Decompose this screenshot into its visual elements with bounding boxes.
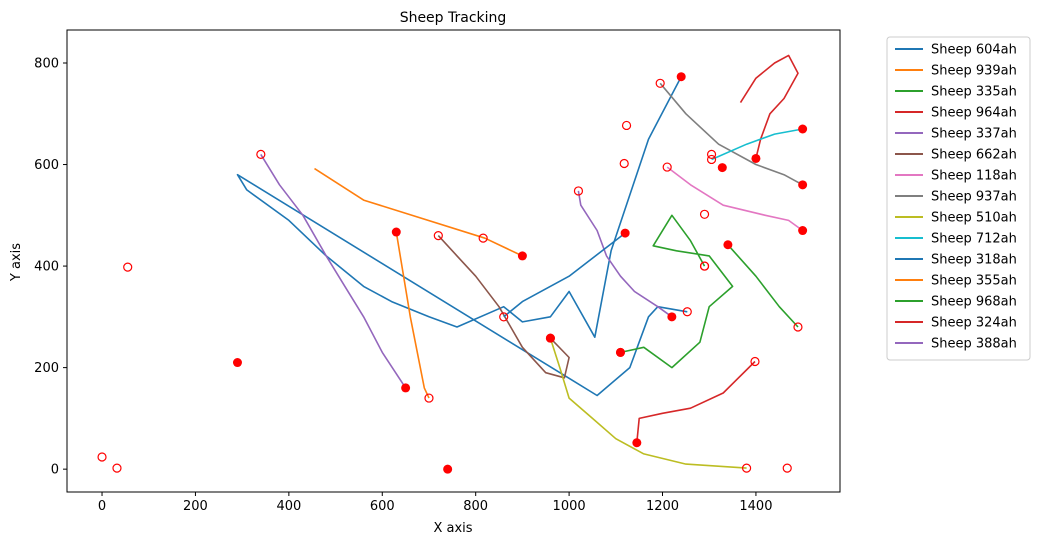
current-marker-9 <box>798 124 808 134</box>
chart-title: Sheep Tracking <box>400 10 507 26</box>
start-marker-4 <box>573 186 584 196</box>
start-marker-13 <box>750 356 760 367</box>
series-line-5 <box>437 235 570 379</box>
current-marker-11 <box>391 227 401 237</box>
x-tick-label: 600 <box>370 499 395 514</box>
series-line-11 <box>395 231 430 399</box>
series-line-13 <box>636 360 756 443</box>
x-tick-label: 1400 <box>739 499 772 514</box>
series-lines <box>236 54 804 469</box>
current-marker-8 <box>545 333 555 343</box>
start-marker-16 <box>97 452 107 462</box>
start-marker-8 <box>741 463 752 473</box>
series-line-0 <box>236 76 688 397</box>
legend-label-1: Sheep 939ah <box>931 64 1017 79</box>
start-marker-12 <box>793 322 803 332</box>
legend-label-14: Sheep 388ah <box>931 337 1017 352</box>
current-marker-16 <box>443 464 453 474</box>
x-axis-label: X axis <box>433 521 472 536</box>
y-tick-label: 600 <box>34 158 59 173</box>
y-tick-label: 800 <box>34 57 59 72</box>
series-line-4 <box>577 190 673 318</box>
current-marker-15 <box>232 358 242 368</box>
start-marker-20 <box>699 209 710 219</box>
legend-label-3: Sheep 964ah <box>931 106 1017 121</box>
x-tick-label: 400 <box>276 499 301 514</box>
current-marker-6 <box>798 226 808 236</box>
x-tick-label: 800 <box>463 499 488 514</box>
series-line-1 <box>314 167 523 257</box>
legend-label-0: Sheep 604ah <box>931 43 1017 58</box>
y-axis-ticks: 0 200 400 600 800 <box>34 57 67 478</box>
y-axis-label: Y axis <box>9 243 24 282</box>
current-marker-1 <box>517 251 527 261</box>
start-marker-3 <box>706 149 717 159</box>
legend-label-12: Sheep 968ah <box>931 295 1017 310</box>
start-marker-5 <box>433 231 443 241</box>
y-tick-label: 0 <box>51 463 59 478</box>
series-line-12 <box>727 244 799 328</box>
start-marker-7 <box>655 78 665 88</box>
y-tick-label: 400 <box>34 260 59 275</box>
x-axis-ticks: 0 200 400 600 800 1000 1200 1400 <box>98 492 772 514</box>
series-line-10 <box>503 232 626 318</box>
series-line-6 <box>666 166 804 232</box>
series-line-14 <box>260 153 407 389</box>
start-marker-0 <box>682 307 692 317</box>
series-line-8 <box>549 337 747 469</box>
start-marker-22 <box>699 261 710 271</box>
current-marker-3 <box>751 153 761 163</box>
x-tick-label: 200 <box>183 499 208 514</box>
legend-label-11: Sheep 355ah <box>931 274 1017 289</box>
current-marker-0 <box>676 72 686 82</box>
current-marker-17 <box>717 163 727 173</box>
start-marker-9 <box>706 154 717 165</box>
current-marker-4 <box>667 312 677 322</box>
start-marker-19 <box>619 158 629 169</box>
current-marker-14 <box>401 383 411 393</box>
legend-label-10: Sheep 318ah <box>931 253 1017 268</box>
start-marker-21 <box>782 463 792 473</box>
start-marker-18 <box>621 120 632 131</box>
start-marker-1 <box>478 233 488 243</box>
legend-label-8: Sheep 510ah <box>931 211 1017 226</box>
current-marker-10 <box>620 228 630 238</box>
legend-label-7: Sheep 937ah <box>931 190 1017 205</box>
legend-label-5: Sheep 662ah <box>931 148 1017 163</box>
plot-frame <box>66 29 841 493</box>
series-line-7 <box>659 82 803 186</box>
series-line-9 <box>711 128 803 161</box>
start-marker-15 <box>123 262 133 272</box>
x-tick-label: 1200 <box>646 499 679 514</box>
y-tick-label: 200 <box>34 361 59 376</box>
current-marker-18 <box>615 347 625 357</box>
legend-label-13: Sheep 324ah <box>931 316 1017 331</box>
series-line-2 <box>620 214 734 369</box>
current-marker-13 <box>632 438 642 448</box>
start-marker-6 <box>662 162 672 172</box>
plot-area <box>66 29 841 493</box>
x-tick-label: 1000 <box>553 499 586 514</box>
current-marker-12 <box>723 240 733 250</box>
start-marker-17 <box>112 463 122 473</box>
legend: Sheep 604ah Sheep 939ah Sheep 335ah Sheep 9… <box>886 36 1031 361</box>
legend-label-6: Sheep 118ah <box>931 169 1017 184</box>
start-marker-11 <box>424 393 434 403</box>
legend-label-4: Sheep 337ah <box>931 127 1017 142</box>
legend-label-9: Sheep 712ah <box>931 232 1017 247</box>
start-marker-14 <box>256 149 266 159</box>
x-tick-label: 0 <box>98 499 106 514</box>
legend-label-2: Sheep 335ah <box>931 85 1017 100</box>
position-markers <box>97 72 808 474</box>
current-marker-7 <box>798 180 808 190</box>
series-line-3 <box>739 54 799 159</box>
start-marker-10 <box>499 312 509 322</box>
